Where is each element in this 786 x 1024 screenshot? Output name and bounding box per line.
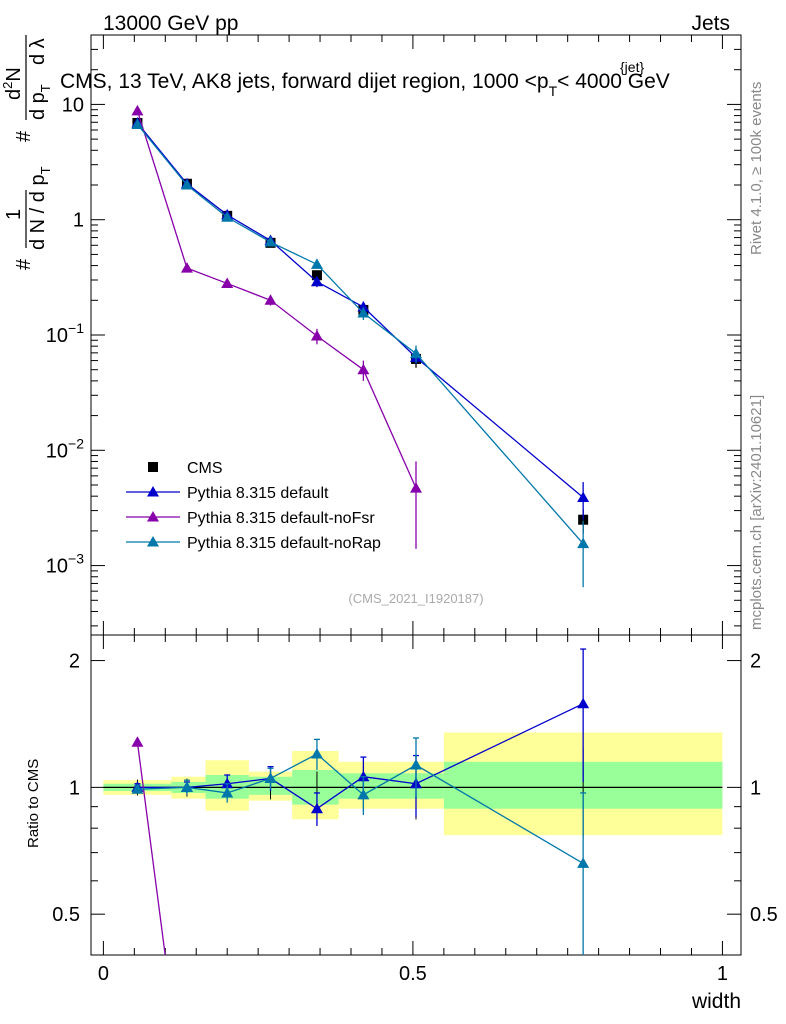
ratio-point xyxy=(410,759,422,770)
x-tick-label: 0 xyxy=(98,963,109,985)
x-axis-label: width xyxy=(691,990,741,1013)
cms-point xyxy=(311,270,322,281)
y-tick-label: 10−2 xyxy=(46,435,84,462)
ratio-point xyxy=(357,770,370,782)
series-point xyxy=(310,275,323,287)
ratio-series-1 xyxy=(131,736,166,955)
series-point xyxy=(264,236,277,247)
legend-label: Pythia 8.315 default-noFsr xyxy=(187,510,375,527)
chart-title: CMS, 13 TeV, AK8 jets, forward dijet reg… xyxy=(60,59,670,99)
series-line xyxy=(136,122,584,498)
series-point xyxy=(357,307,370,318)
y-tick-label: 102 xyxy=(54,0,84,1)
y-tick-label: 10−1 xyxy=(46,320,84,347)
series-point xyxy=(310,330,323,341)
y-tick-label: 1 xyxy=(73,210,84,232)
series-point xyxy=(131,118,144,129)
series-point xyxy=(357,363,370,375)
ylabel-d2N: d2N xyxy=(0,67,25,100)
ratio-y-tick-label-left: 2 xyxy=(69,651,80,673)
ratio-series-2 xyxy=(131,737,590,955)
analysis-watermark: (CMS_2021_I1920187) xyxy=(348,591,483,606)
ratio-point xyxy=(131,736,144,747)
ratio-point xyxy=(221,786,234,798)
ratio-point xyxy=(357,788,370,800)
legend-label-cms: CMS xyxy=(187,460,223,477)
ratio-series-line xyxy=(136,742,166,955)
ylabel-dpt: d pT xyxy=(27,84,53,120)
ratio-point xyxy=(264,772,277,783)
series-point xyxy=(577,491,590,502)
ylabel-one: 1 xyxy=(3,209,25,220)
ratio-panel: 0.5 0.5 1 1 2 2 0 0.5 1 xyxy=(52,634,778,985)
legend-marker xyxy=(147,486,159,497)
ratio-point xyxy=(221,777,234,789)
ylabel-dN: d N / d pT xyxy=(27,166,53,250)
series-1 xyxy=(131,104,422,549)
y-tick-label: 10 xyxy=(62,94,84,116)
ratio-y-tick-label-right: 2 xyxy=(750,651,761,673)
ratio-point xyxy=(131,783,144,794)
series-2 xyxy=(131,118,590,588)
ratio-point xyxy=(310,802,323,814)
ylabel-dlam: d λ xyxy=(27,38,49,65)
series-point xyxy=(221,277,234,288)
header-left: 13000 GeV pp xyxy=(103,12,238,35)
ylabel-hash-2: # xyxy=(13,130,35,142)
ratio-point xyxy=(310,748,323,759)
series-point xyxy=(264,294,277,305)
legend: CMS Pythia 8.315 default Pythia 8.315 defa… xyxy=(126,460,381,552)
series-point xyxy=(180,262,193,273)
side-label-rivet: Rivet 4.1.0, ≥ 100k events xyxy=(748,82,765,255)
y-tick-label: 10−3 xyxy=(46,551,84,578)
title-superscript: {jet} xyxy=(620,59,644,75)
legend-marker-cms xyxy=(148,462,158,472)
ratio-y-tick-label-left: 0.5 xyxy=(52,904,80,926)
y-axis-label: # 1 d N / d pT # d2N d pT d λ xyxy=(0,35,53,270)
legend-label: Pythia 8.315 default xyxy=(187,485,329,502)
series-line xyxy=(136,124,584,545)
ratio-frame xyxy=(90,634,742,956)
series-point xyxy=(310,258,323,269)
ratio-series-line xyxy=(137,703,584,810)
ratio-point xyxy=(180,781,193,792)
series-line xyxy=(136,110,417,489)
series-point xyxy=(221,211,234,222)
series-point xyxy=(357,300,370,312)
ratio-y-label: Ratio to CMS xyxy=(25,759,42,848)
ratio-series-line xyxy=(137,753,584,864)
ylabel-hash-1: # xyxy=(13,258,35,270)
x-tick-label: 0.5 xyxy=(399,963,427,985)
ratio-y-tick-label-left: 1 xyxy=(69,777,80,799)
series-point xyxy=(180,179,193,190)
series-point xyxy=(410,482,422,493)
ratio-point xyxy=(577,697,590,709)
ratio-point xyxy=(577,857,590,868)
svg-text:CMS, 13 TeV, AK8 jets, forward: CMS, 13 TeV, AK8 jets, forward dijet reg… xyxy=(60,70,670,99)
series-point xyxy=(577,537,590,549)
series-point xyxy=(410,347,422,359)
x-tick-label: 1 xyxy=(717,963,728,985)
legend-marker xyxy=(147,511,159,522)
header-right: Jets xyxy=(691,12,730,35)
main-panel: 10−3 10−2 10−1 1 10 102 xyxy=(46,0,742,636)
side-label-mcplots: mcplots.cern.ch [arXiv:2401.10621] xyxy=(748,395,765,630)
series-point xyxy=(131,104,144,116)
legend-label: Pythia 8.315 default-noRap xyxy=(187,535,381,552)
ratio-y-tick-label-right: 0.5 xyxy=(750,904,778,926)
ratio-y-tick-label-right: 1 xyxy=(750,777,761,799)
legend-marker xyxy=(147,536,159,547)
